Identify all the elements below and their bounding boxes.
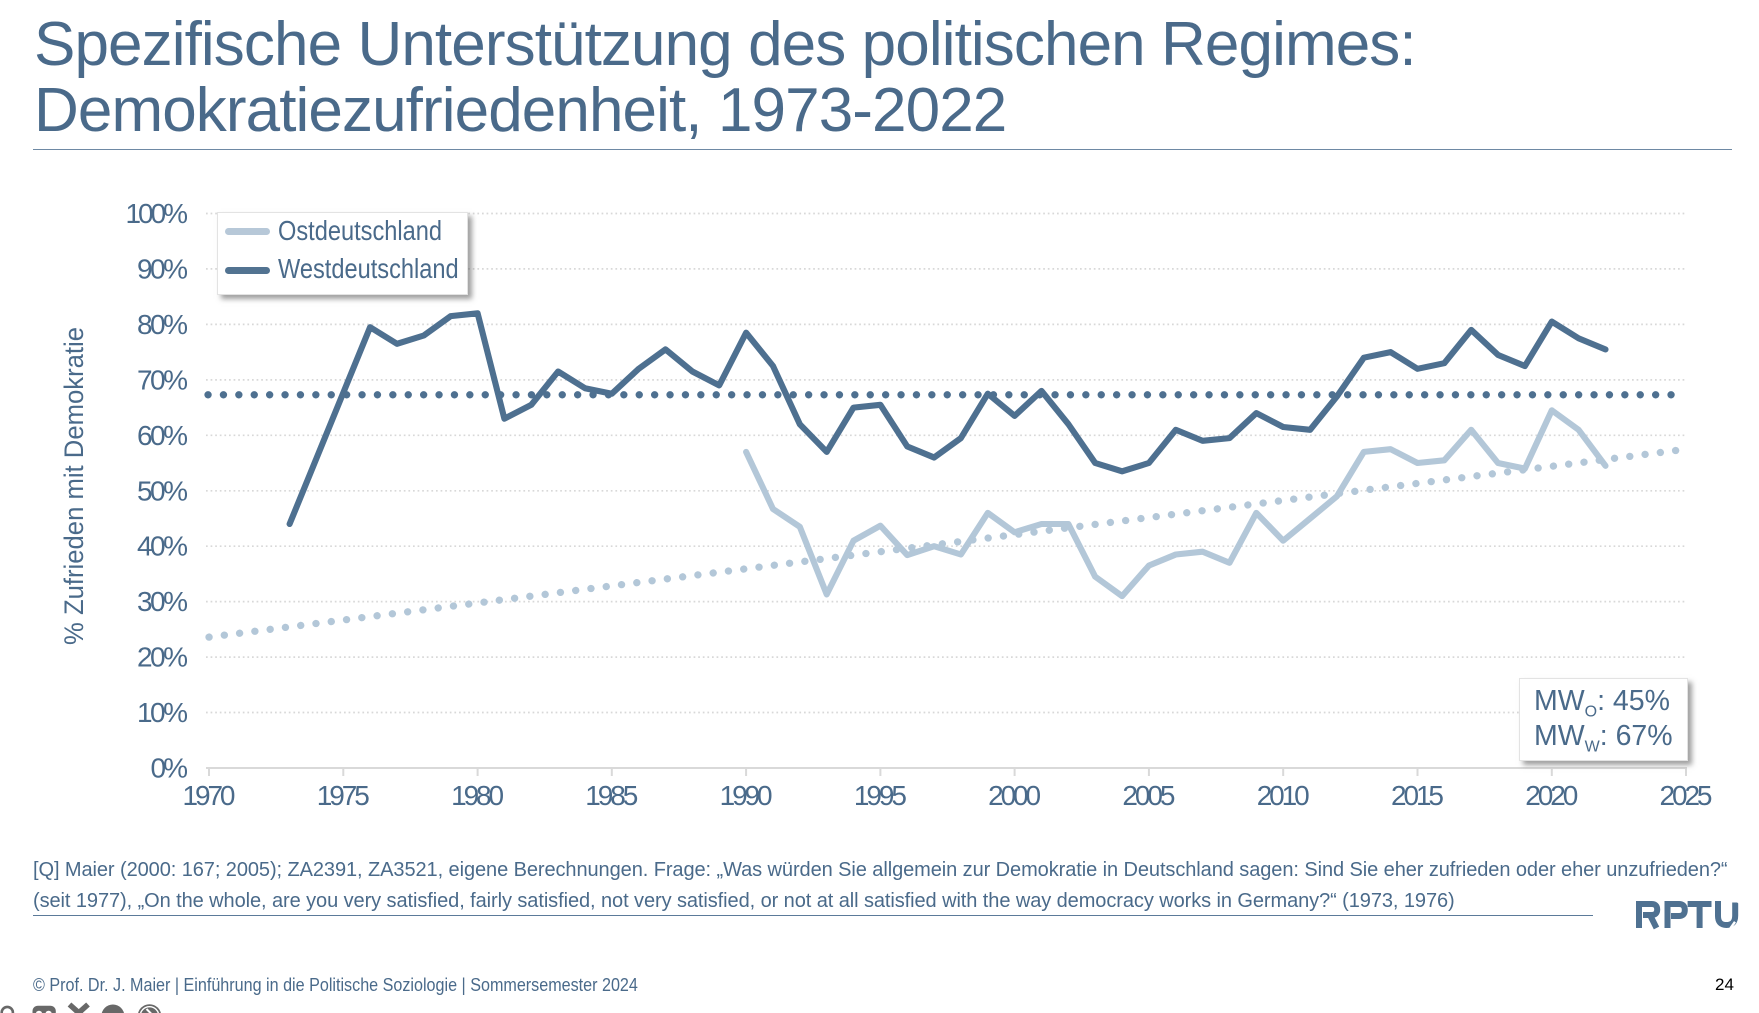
svg-text:2010: 2010 <box>1257 780 1310 811</box>
svg-text:30%: 30% <box>137 586 188 617</box>
svg-text:90%: 90% <box>137 253 188 284</box>
svg-text:1990: 1990 <box>720 780 773 811</box>
svg-text:1995: 1995 <box>854 780 907 811</box>
svg-text:80%: 80% <box>137 309 188 340</box>
svg-text:100%: 100% <box>126 198 189 229</box>
svg-text:2000: 2000 <box>988 780 1041 811</box>
svg-text:40%: 40% <box>137 531 188 562</box>
svg-text:1985: 1985 <box>585 780 638 811</box>
svg-text:70%: 70% <box>137 364 188 395</box>
svg-text:20%: 20% <box>137 642 188 673</box>
svg-text:60%: 60% <box>137 420 188 451</box>
svg-text:1975: 1975 <box>317 780 370 811</box>
svg-text:0%: 0% <box>151 753 189 784</box>
svg-text:2020: 2020 <box>1525 780 1578 811</box>
svg-text:% Zufrieden mit Demokratie: % Zufrieden mit Demokratie <box>59 327 89 645</box>
svg-text:2015: 2015 <box>1391 780 1444 811</box>
svg-text:1970: 1970 <box>183 780 236 811</box>
svg-text:50%: 50% <box>137 475 188 506</box>
svg-text:2005: 2005 <box>1122 780 1175 811</box>
svg-text:1980: 1980 <box>451 780 504 811</box>
svg-text:10%: 10% <box>137 697 188 728</box>
svg-text:2025: 2025 <box>1660 780 1713 811</box>
